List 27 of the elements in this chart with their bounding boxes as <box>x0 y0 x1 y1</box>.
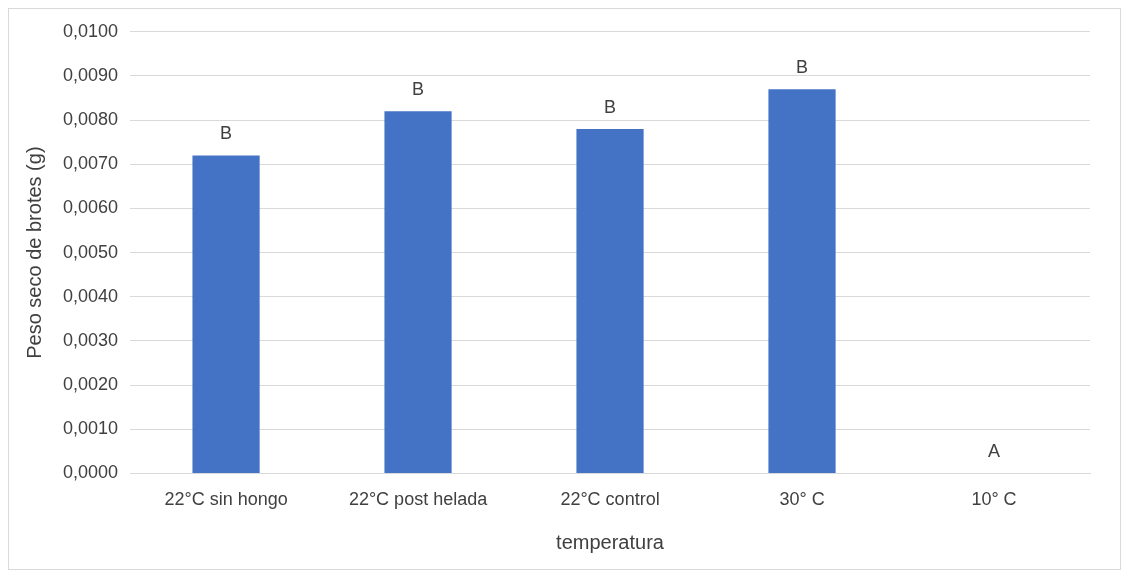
x-tick-label: 10° C <box>971 489 1017 510</box>
y-tick-label: 0,0020 <box>62 374 119 395</box>
x-tick-label: 22°C control <box>560 489 660 510</box>
annotation: B <box>604 96 617 117</box>
y-tick-label: 0,0010 <box>62 418 119 439</box>
y-tick-label: 0,0050 <box>62 241 119 262</box>
bar <box>576 128 644 473</box>
bar <box>768 89 836 473</box>
y-tick-label: 0,0030 <box>62 329 119 350</box>
y-tick-label: 0,0070 <box>62 153 119 174</box>
bar <box>192 155 260 473</box>
annotation: B <box>412 79 425 100</box>
x-tick-label: 22°C sin hongo <box>164 489 288 510</box>
bar <box>384 111 452 473</box>
y-axis-title: Peso seco de brotes (g) <box>22 146 45 359</box>
x-tick-label: 30° C <box>779 489 825 510</box>
y-tick-label: 0,0040 <box>62 285 119 306</box>
annotation: A <box>988 441 1001 462</box>
x-axis-title: temperatura <box>556 530 665 553</box>
annotation: B <box>796 57 809 78</box>
y-tick-label: 0,0090 <box>62 64 119 85</box>
y-tick-label: 0,0060 <box>62 197 119 218</box>
y-tick-label: 0,0000 <box>62 462 119 483</box>
x-tick-label: 22°C post helada <box>348 489 489 510</box>
y-tick-label: 0,0080 <box>62 109 119 130</box>
y-tick-label: 0,0100 <box>62 20 119 41</box>
annotation: B <box>220 123 233 144</box>
